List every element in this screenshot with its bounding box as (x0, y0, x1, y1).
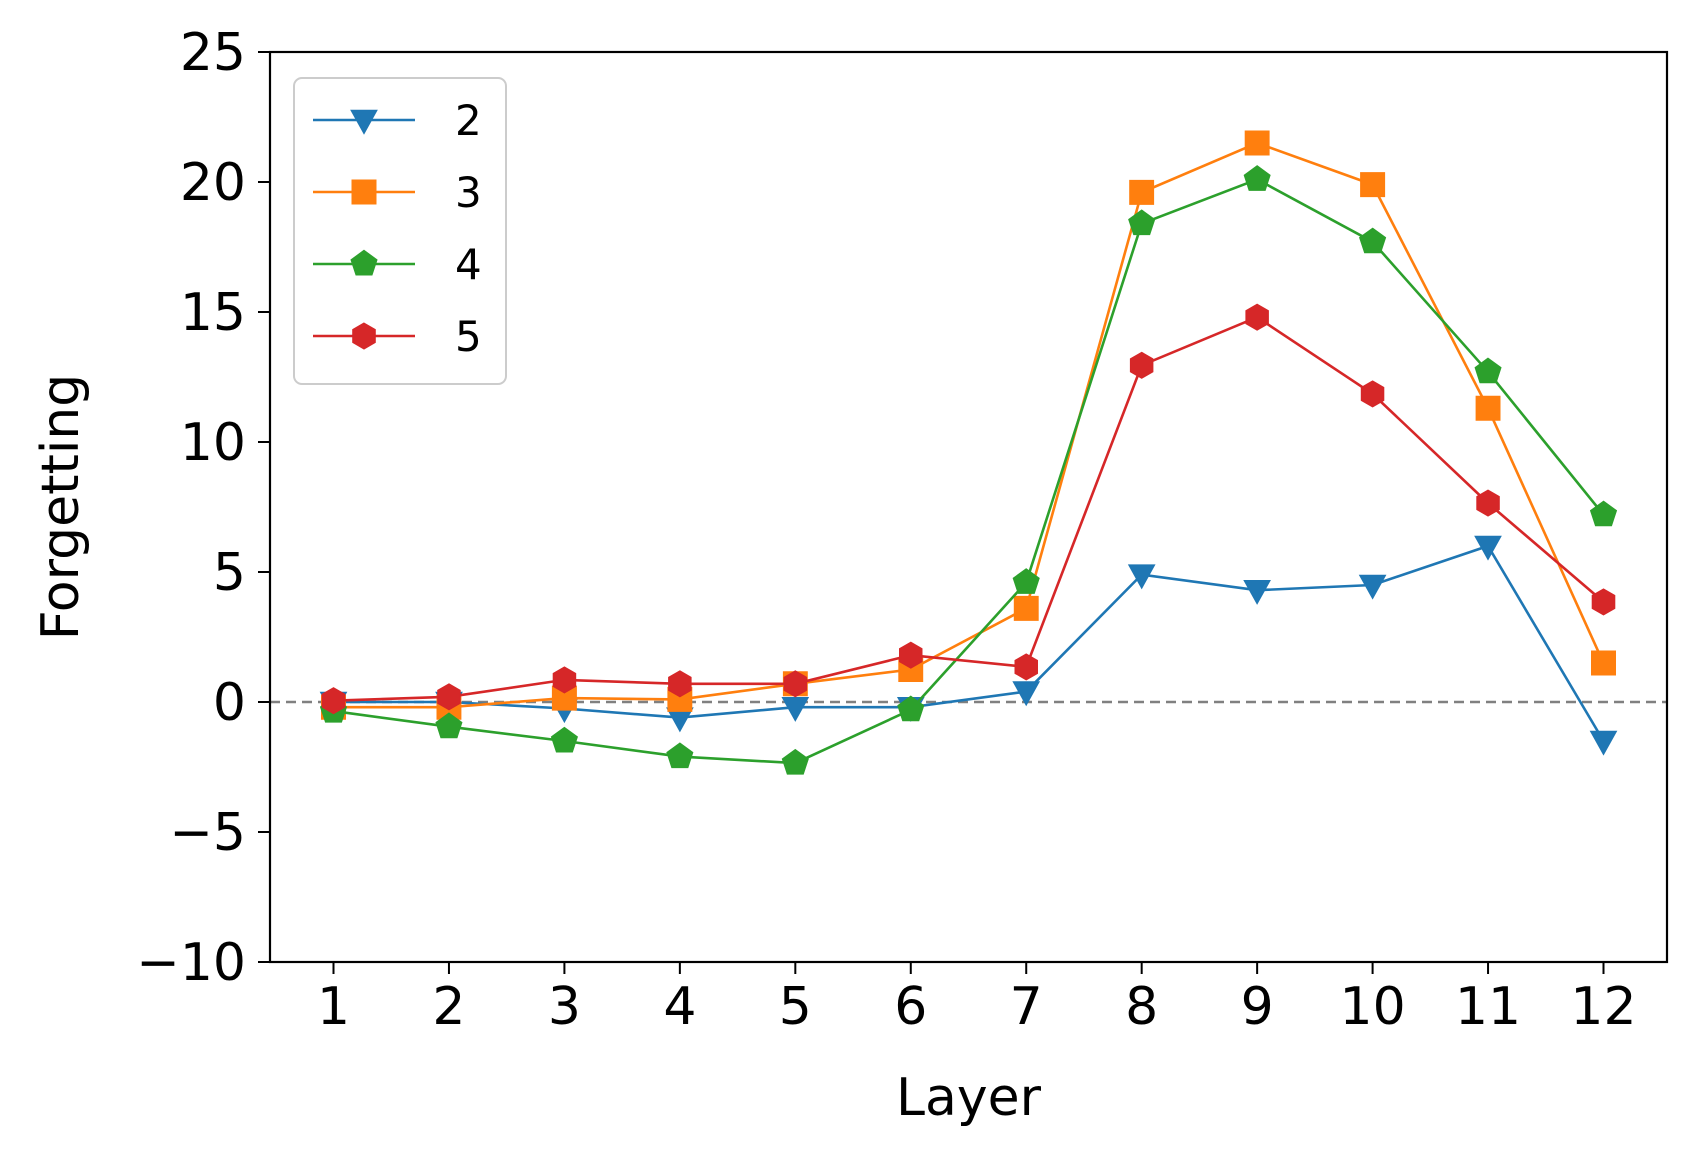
data-point (1245, 303, 1269, 331)
data-point (781, 697, 810, 722)
data-point (1129, 179, 1155, 205)
data-point (1243, 165, 1271, 191)
data-point (1014, 653, 1038, 681)
legend: 2 3 4 5 (293, 77, 507, 385)
x-tick-label: 9 (1241, 977, 1274, 1037)
legend-marker (350, 109, 378, 135)
plot-frame (268, 50, 1669, 964)
legend-box (293, 77, 507, 385)
y-tick-label: −10 (136, 933, 246, 993)
data-point (668, 670, 692, 698)
data-point (781, 748, 809, 775)
data-point (1129, 351, 1154, 379)
data-point (1358, 574, 1387, 600)
series-line (333, 315, 1605, 702)
data-point (1012, 568, 1040, 594)
series-group (319, 130, 1618, 775)
data-point (1474, 357, 1502, 384)
y-tick-label: 25 (180, 23, 246, 83)
legend-label: 5 (455, 312, 482, 361)
y-tick-label: 15 (180, 283, 246, 343)
data-point (1474, 535, 1502, 561)
x-tick-label: 6 (894, 977, 927, 1037)
data-point (1591, 650, 1616, 676)
y-tick-label: 20 (180, 153, 246, 213)
x-tick-label: 10 (1340, 977, 1406, 1037)
data-point (1128, 209, 1156, 236)
data-point (1476, 489, 1500, 517)
y-tick-label: 0 (213, 673, 246, 733)
series-5 (321, 303, 1616, 715)
legend-label: 4 (455, 240, 482, 289)
legend-label: 2 (455, 96, 482, 145)
data-point (321, 687, 346, 715)
data-point (897, 695, 925, 722)
x-tick-label: 2 (432, 977, 465, 1037)
series-line (333, 141, 1605, 709)
x-tick-label: 12 (1570, 977, 1636, 1037)
y-tick-label: 5 (213, 543, 246, 603)
series-line (333, 177, 1605, 765)
data-point (1013, 595, 1039, 621)
data-point (1360, 172, 1386, 198)
data-point (550, 726, 578, 753)
data-point (1475, 395, 1501, 421)
data-point (783, 670, 808, 698)
x-tick-label: 3 (548, 977, 581, 1037)
data-point (899, 641, 923, 669)
legend-label: 3 (455, 168, 482, 217)
data-point (435, 712, 463, 739)
data-point (1589, 730, 1618, 756)
x-tick-label: 5 (779, 977, 812, 1037)
data-point (1591, 588, 1616, 616)
data-point (552, 666, 577, 694)
x-tick-label: 4 (663, 977, 696, 1037)
x-tick-label: 7 (1010, 977, 1043, 1037)
data-point (666, 742, 694, 769)
y-tick-label: −5 (169, 803, 246, 863)
x-tick-label: 1 (317, 977, 350, 1037)
data-point (1012, 681, 1041, 707)
x-tick-label: 8 (1125, 977, 1158, 1037)
x-tick-label: 11 (1455, 977, 1521, 1037)
legend-marker (351, 179, 377, 205)
data-point (1589, 500, 1618, 527)
series-3 (321, 130, 1616, 720)
x-axis-label: Layer (896, 1068, 1042, 1128)
y-tick-label: 10 (180, 413, 246, 473)
data-point (1244, 130, 1270, 156)
legend-marker (350, 249, 378, 276)
data-point (1127, 564, 1156, 590)
data-point (1360, 380, 1385, 408)
data-point (1243, 580, 1271, 605)
series-4 (319, 165, 1618, 775)
data-point (437, 683, 461, 711)
data-point (1359, 227, 1387, 254)
y-axis-label: Forgetting (31, 374, 91, 641)
legend-marker (352, 322, 376, 350)
series-line (333, 544, 1605, 742)
